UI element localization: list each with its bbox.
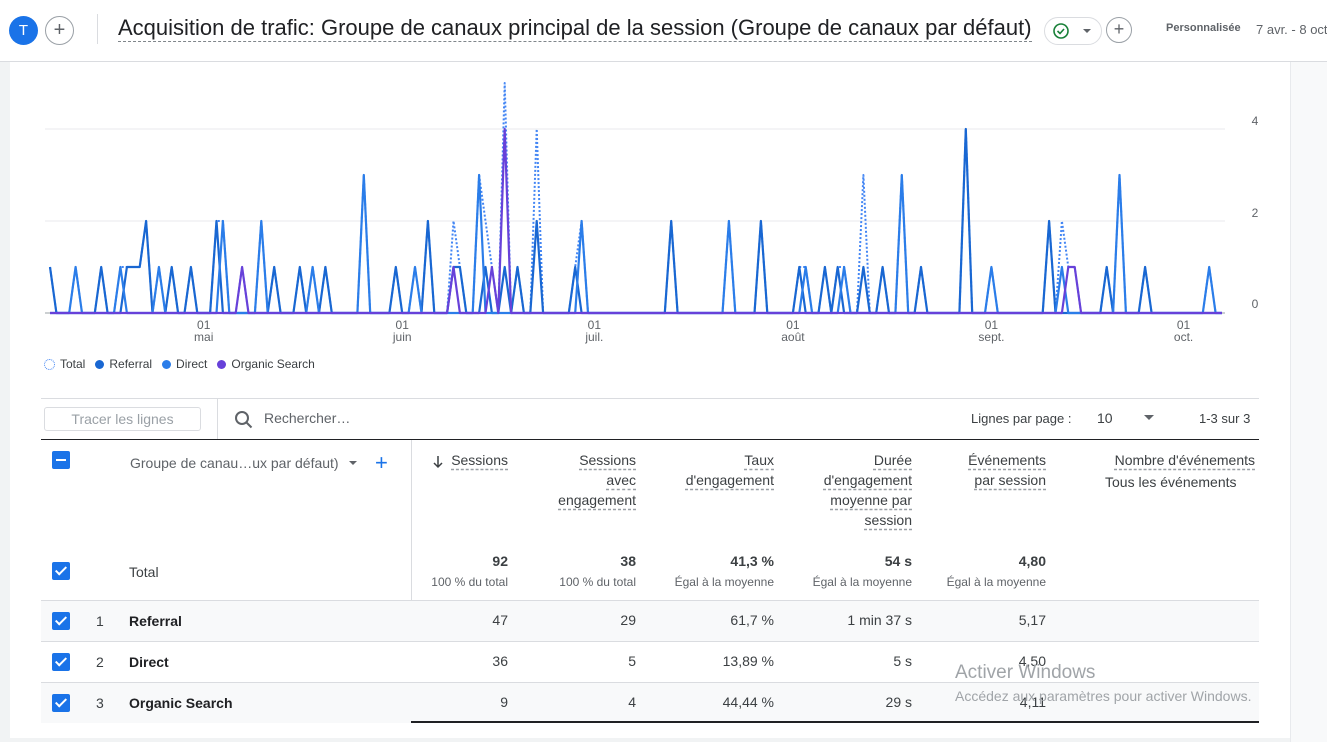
row-value: 13,89 % xyxy=(722,653,774,669)
y-tick-label: 4 xyxy=(1252,114,1259,128)
date-range[interactable]: 7 avr. - 8 oct. xyxy=(1256,22,1327,37)
plot-rows-button[interactable]: Tracer les lignes xyxy=(44,407,201,431)
row-value: 5,17 xyxy=(1018,612,1046,628)
y-tick-label: 2 xyxy=(1252,206,1259,220)
series-line xyxy=(50,173,1222,315)
row-value: 36 xyxy=(492,653,508,669)
column-title: Taux d'engagement xyxy=(685,452,774,488)
toolbar: Tracer les lignes Rechercher… Lignes par… xyxy=(41,398,1259,440)
row-value: 5 xyxy=(628,653,636,669)
legend-label: Direct xyxy=(176,357,208,371)
event-filter[interactable]: Tous les événements xyxy=(1105,474,1237,490)
legend-item: Referral xyxy=(95,357,152,371)
dimension-selector[interactable]: Groupe de canau…ux par défaut) xyxy=(130,455,339,471)
legend-swatch xyxy=(162,359,172,369)
column-title: Sessions xyxy=(451,452,508,468)
add-comparison[interactable]: + xyxy=(45,16,74,45)
row-value: 4,11 xyxy=(1019,694,1046,710)
x-tick-label: 01 mai xyxy=(194,318,214,344)
legend-swatch xyxy=(95,359,105,369)
row-name: Direct xyxy=(129,654,169,670)
watermark-text: Accédez aux paramètres pour activer Wind… xyxy=(955,688,1252,704)
custom-label: Personnalisée xyxy=(1166,22,1241,34)
column-header[interactable]: Événements par session xyxy=(956,450,1046,490)
total-value: 41,3 % xyxy=(730,553,774,569)
x-tick-label: 01 juin xyxy=(392,318,412,344)
row-value: 29 s xyxy=(885,694,912,710)
x-tick-label: 01 août xyxy=(781,318,805,344)
x-tick-label: 01 juil. xyxy=(585,318,604,344)
row-checkbox[interactable] xyxy=(52,694,70,712)
row-value: 5 s xyxy=(893,653,912,669)
chart: 0 2 4 xyxy=(45,82,1259,315)
legend-item: Direct xyxy=(162,357,207,371)
row-name: Referral xyxy=(129,613,182,629)
avatar[interactable]: T xyxy=(9,16,38,45)
row-name: Organic Search xyxy=(129,695,233,711)
column-header[interactable]: Nombre d'événements xyxy=(1095,450,1255,470)
rows-per-page-label: Lignes par page : xyxy=(971,411,1072,426)
row-value: 4 xyxy=(628,694,636,710)
total-label: Total xyxy=(129,564,159,580)
table-row: 1 Referral xyxy=(41,600,1259,641)
column-title: Durée d'engagement moyenne par session xyxy=(823,452,912,528)
legend-item: Total xyxy=(44,357,85,371)
watermark-title: Activer Windows xyxy=(955,662,1096,683)
total-note: Égal à la moyenne xyxy=(674,575,774,589)
column-title: Nombre d'événements xyxy=(1114,452,1255,468)
total-note: Égal à la moyenne xyxy=(812,575,912,589)
series-line xyxy=(50,127,1222,315)
row-value: 9 xyxy=(500,694,508,710)
row-value: 4,50 xyxy=(1018,653,1046,669)
row-rank: 1 xyxy=(96,613,104,629)
search-input[interactable]: Rechercher… xyxy=(264,410,351,426)
row-value: 47 xyxy=(492,612,508,628)
legend: Total Referral Direct Organic Search xyxy=(44,357,325,371)
column-header[interactable]: Sessions xyxy=(438,450,508,470)
header: T + Acquisition de trafic: Groupe de can… xyxy=(0,0,1327,62)
add-button[interactable]: + xyxy=(1106,17,1132,43)
report-title: Acquisition de trafic: Groupe de canaux … xyxy=(118,15,1032,42)
total-row: Total xyxy=(41,545,1259,600)
rows-per-page[interactable]: 10 xyxy=(1097,410,1113,426)
column-title: Sessions avec engagement xyxy=(558,452,636,508)
row-value: 44,44 % xyxy=(722,694,774,710)
legend-label: Total xyxy=(60,357,86,371)
select-all[interactable] xyxy=(52,451,70,469)
legend-label: Referral xyxy=(109,357,153,371)
pagination: 1-3 sur 3 xyxy=(1199,411,1251,426)
row-rank: 2 xyxy=(96,654,104,670)
table-row: 2 Direct xyxy=(41,641,1259,682)
column-header[interactable]: Durée d'engagement moyenne par session xyxy=(812,450,912,530)
row-rank: 3 xyxy=(96,695,104,711)
legend-label: Organic Search xyxy=(231,357,315,371)
total-note: 100 % du total xyxy=(559,575,636,589)
row-value: 61,7 % xyxy=(730,612,774,628)
x-tick-label: 01 sept. xyxy=(978,318,1005,344)
row-value: 29 xyxy=(620,612,636,628)
row-checkbox[interactable] xyxy=(52,612,70,630)
column-header[interactable]: Sessions avec engagement xyxy=(546,450,636,510)
table-row: 3 Organic Search xyxy=(41,682,1259,723)
legend-swatch xyxy=(44,358,55,370)
legend-swatch xyxy=(217,359,227,369)
legend-item: Organic Search xyxy=(217,357,315,371)
column-header[interactable]: Taux d'engagement xyxy=(674,450,774,490)
column-title: Événements par session xyxy=(968,452,1046,488)
total-note: 100 % du total xyxy=(431,575,508,589)
total-value: 54 s xyxy=(884,553,912,569)
row-checkbox[interactable] xyxy=(52,653,70,671)
add-dimension[interactable]: + xyxy=(375,450,388,475)
total-value: 92 xyxy=(492,553,508,569)
status-chip[interactable] xyxy=(1044,17,1102,45)
total-note: Égal à la moyenne xyxy=(946,575,1046,589)
total-value: 4,80 xyxy=(1018,553,1046,569)
y-tick-label: 0 xyxy=(1252,297,1259,311)
total-value: 38 xyxy=(620,553,636,569)
row-value: 1 min 37 s xyxy=(847,612,912,628)
x-tick-label: 01 oct. xyxy=(1173,318,1194,344)
